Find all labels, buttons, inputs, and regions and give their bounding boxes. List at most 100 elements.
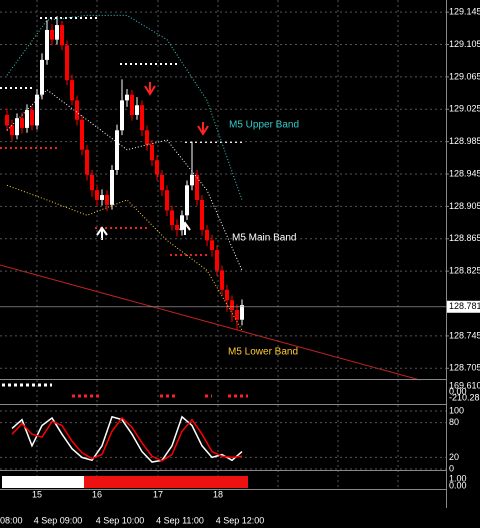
candle-body [220,270,224,290]
candle-body [130,94,134,115]
last-price-label: 128.781 [449,301,480,311]
indicator-label: 169.6104 [449,380,480,390]
bar-indicator [2,476,248,488]
pane-separators [0,0,447,508]
y-tick-label: 129.145 [449,7,480,17]
candle-body [110,169,114,205]
candle-body [60,25,64,46]
day-label: 17 [153,489,163,499]
y-tick-label: 128.985 [449,136,480,146]
candle-body [180,215,184,230]
trend-line [0,264,421,381]
indicator-dots [2,383,248,398]
level-markers [0,17,242,143]
band-label: M5 Upper Band [229,120,299,131]
candle-body [75,100,79,120]
candle-body [200,199,204,230]
candle-body [125,94,129,101]
y-tick-label: 128.865 [449,233,480,243]
x-tick-label: 4 Sep 12:00 [216,515,265,525]
candle-body [190,174,194,186]
candle-body [90,174,94,191]
candle-body [80,119,84,150]
candle-body [85,149,89,175]
candle-body [95,190,99,200]
candle-body [150,144,154,161]
candle-body [165,190,169,211]
candle-body [50,29,54,40]
candle-body [105,195,109,205]
candle-body [240,305,244,320]
candle-body [210,240,214,251]
bar-block [2,476,84,488]
signal-arrows [96,82,209,240]
band-label: M5 Lower Band [228,347,298,358]
y-tick-label: 0 [449,463,454,473]
y-tick-label: 128.905 [449,201,480,211]
x-tick-label: 4 Sep 11:00 [156,515,204,525]
candle-body [120,100,124,131]
candle-body [155,160,159,175]
candle-body [195,174,199,200]
candle-body [215,250,219,271]
y-tick-label: 100 [449,405,464,415]
band-line [6,184,243,331]
y-tick-label: 128.825 [449,266,480,276]
y-tick-label: 128.945 [449,168,480,178]
level-markers-red [0,147,210,256]
candle-body [15,118,19,136]
candle-body [65,45,69,81]
candle-body [5,114,9,126]
candle-body [100,195,104,200]
band-line [6,89,243,271]
candle-body [225,289,229,301]
sell-arrow [197,122,209,136]
y-tick-label: 128.745 [449,330,480,340]
y-tick-label: 128.705 [449,363,480,373]
y-tick-label: 129.105 [449,39,480,49]
candle-body [145,130,149,145]
bar-block [84,476,248,488]
candle-body [115,130,119,170]
day-label: 15 [32,489,42,499]
sell-arrow [144,82,156,96]
candle-body [185,185,189,216]
indicator-label: 0.00 [449,386,467,396]
candle-body [170,210,174,226]
x-tick-label: 08:00 [0,515,23,525]
candle-body [175,225,179,230]
candle-body [140,105,144,131]
vertical-grid [36,0,399,488]
indicator-label: -210.285 [449,392,480,402]
candle-body [25,110,29,128]
indicator-label: 0.00 [449,480,467,490]
day-label: 16 [92,489,102,499]
y-tick-label: 20 [449,452,459,462]
candle-body [160,174,164,191]
x-tick-label: 4 Sep 10:00 [96,515,145,525]
x-tick-label: 4 Sep 09:00 [34,515,83,525]
buy-arrow [96,226,108,240]
candle-body [230,300,234,311]
candle-body [205,229,209,241]
day-label: 18 [213,489,223,499]
candle-body [70,80,74,101]
candle-body [30,110,34,126]
stochastic-line [11,415,243,463]
candle-body [10,125,14,136]
candle-body [135,105,139,115]
y-tick-label: 129.065 [449,71,480,81]
candle-body [20,118,24,128]
band-label: M5 Main Band [232,233,296,244]
last-price-box [447,300,480,313]
candle-body [40,59,44,95]
y-tick-label: 129.025 [449,104,480,114]
y-tick-label: 80 [449,417,459,427]
candle-body [45,29,49,60]
band-line [6,14,243,201]
stochastic-line [11,416,243,462]
indicator-label: 1.00 [449,473,467,483]
candle-body [235,310,239,320]
